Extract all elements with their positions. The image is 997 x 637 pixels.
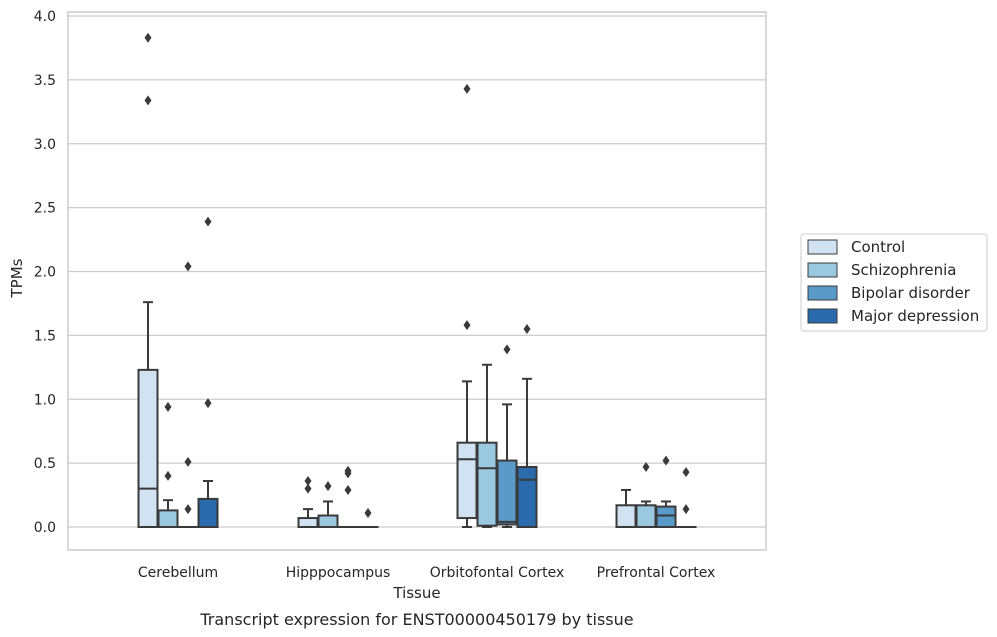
box-body [456,441,478,520]
box-body [615,504,637,529]
x-tick-label: Cerebellum [138,565,218,581]
outlier-point [184,261,192,272]
outlier-point [184,456,192,467]
legend-swatch [807,308,838,324]
box-3-3 [675,467,697,529]
outlier-point [682,467,690,478]
box-body [655,505,677,528]
outlier-point [682,504,690,515]
grid-lines [68,15,766,528]
outlier-point [304,476,312,487]
y-tick-label: 4.0 [34,9,56,25]
outlier-point [304,483,312,494]
y-tick-labels: 0.0 0.5 1.0 1.5 2.0 2.5 3.0 3.5 4.0 [34,9,56,536]
y-tick-label: 0.0 [34,520,56,536]
box-1-1 [317,481,339,529]
box-2-1 [337,465,359,529]
box-1-0 [157,401,179,528]
box-3-0 [197,216,219,528]
box-0-3 [615,488,637,529]
boxes [137,32,697,529]
y-tick-label: 3.5 [34,73,56,89]
outlier-point [364,507,372,518]
outlier-point [642,461,650,472]
outlier-point [144,32,152,43]
box-0-1 [297,476,319,528]
legend-label: Bipolar disorder [851,284,971,302]
box-1-3 [635,461,657,529]
outlier-point [344,484,352,495]
outlier-point [463,320,471,331]
legend: Control Schizophrenia Bipolar disorder Majo… [800,233,988,332]
y-tick-label: 0.5 [34,456,56,472]
box-body [496,459,518,526]
outlier-point [523,323,531,334]
y-tick-label: 2.5 [34,201,56,217]
chart-caption: Transcript expression for ENST0000045017… [199,610,633,629]
legend-swatch [807,262,838,278]
box-body [137,368,159,528]
outlier-point [204,216,212,227]
x-tick-labels: Cerebellum Hipppocampus Orbitofontal Corte… [138,565,715,581]
outlier-point [144,95,152,106]
y-tick-label: 2.0 [34,265,56,281]
box-body [297,517,319,528]
x-tick-label: Orbitofontal Cortex [430,565,565,581]
outlier-point [344,465,352,476]
legend-swatch [807,285,838,301]
outlier-point [503,344,511,355]
box-0-0 [137,32,159,528]
box-3-2 [516,323,538,528]
x-tick-label: Prefrontal Cortex [597,565,716,581]
outlier-point [164,401,172,412]
x-tick-label: Hipppocampus [286,565,391,581]
box-3-1 [357,507,379,529]
outlier-point [204,398,212,409]
outlier-point [463,83,471,94]
box-body [317,514,339,529]
box-body [635,504,657,529]
box-1-2 [476,363,498,528]
y-tick-label: 1.0 [34,392,56,408]
legend-swatch [807,239,838,255]
plot-frame [67,11,767,551]
box-0-2 [456,83,478,528]
box-body [157,509,179,528]
legend-label: Major depression [851,307,979,325]
box-body [516,465,538,528]
box-2-0 [177,261,199,529]
outlier-point [184,504,192,515]
outlier-point [662,455,670,466]
y-tick-label: 1.5 [34,328,56,344]
box-2-3 [655,455,677,528]
box-body [197,497,219,528]
box-2-2 [496,344,518,528]
y-tick-label: 3.0 [34,137,56,153]
box-body [476,441,498,527]
legend-label: Schizophrenia [851,261,956,279]
legend-label: Control [851,238,905,256]
legend-frame [800,233,988,332]
y-axis-label: TPMs [8,258,26,298]
outlier-point [324,481,332,492]
outlier-point [164,470,172,481]
x-axis-label: Tissue [392,584,440,602]
